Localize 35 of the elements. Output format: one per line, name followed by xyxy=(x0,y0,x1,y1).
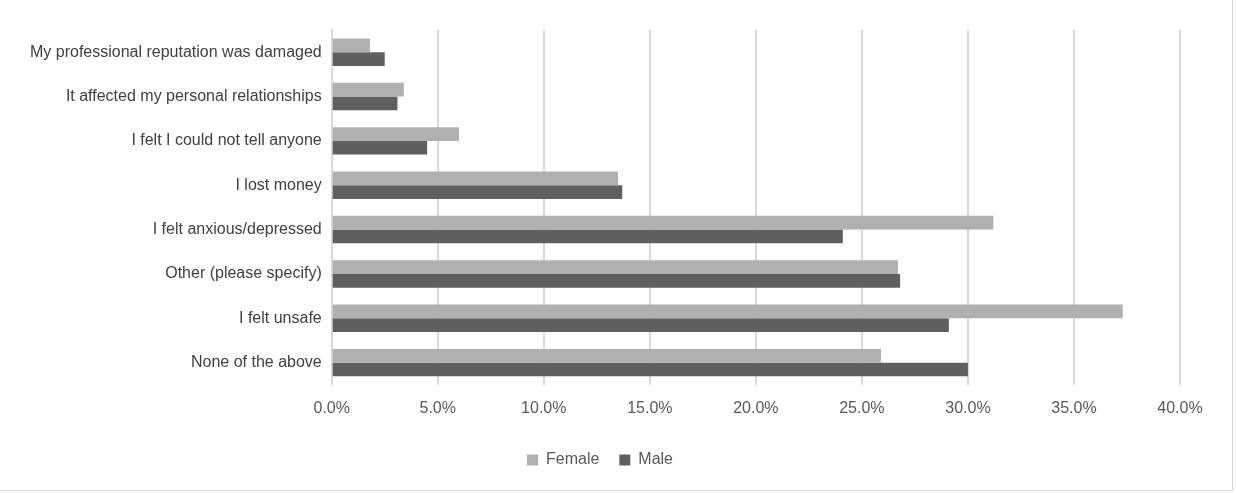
y-tick-label: I felt unsafe xyxy=(239,308,322,326)
x-tick-label: 10.0% xyxy=(521,398,567,416)
x-tick-label: 25.0% xyxy=(839,398,885,416)
y-tick-label: Other (please specify) xyxy=(165,264,322,282)
x-tick-label: 30.0% xyxy=(945,398,991,416)
bar xyxy=(332,260,898,274)
bar xyxy=(332,171,619,186)
bar xyxy=(332,215,994,230)
bar xyxy=(332,38,370,53)
x-tick-label: 15.0% xyxy=(627,398,673,416)
bar xyxy=(332,229,843,244)
y-tick-label: None of the above xyxy=(190,353,322,371)
x-tick-label: 0.0% xyxy=(313,398,350,416)
x-tick-label: 35.0% xyxy=(1051,398,1097,416)
bar xyxy=(332,140,428,155)
legend-label: Male xyxy=(638,450,674,468)
x-tick-label: 40.0% xyxy=(1157,398,1203,416)
bar xyxy=(332,318,949,333)
y-tick-label: I felt I could not tell anyone xyxy=(131,131,322,149)
bar xyxy=(332,82,404,97)
y-tick-label: I felt anxious/depressed xyxy=(152,219,322,237)
legend-label: Female xyxy=(545,450,600,468)
bar xyxy=(332,52,385,66)
bar xyxy=(332,127,459,141)
bar xyxy=(332,348,881,363)
bar xyxy=(332,362,968,377)
x-tick-label: 5.0% xyxy=(419,398,456,416)
bar xyxy=(332,96,398,111)
y-tick-label: My professional reputation was damaged xyxy=(30,42,322,60)
y-tick-label: It affected my personal relationships xyxy=(65,86,322,104)
x-tick-label: 20.0% xyxy=(733,398,779,416)
y-tick-label: I lost money xyxy=(235,175,322,193)
bar xyxy=(332,273,901,288)
bar xyxy=(332,304,1123,319)
bar xyxy=(332,185,623,199)
